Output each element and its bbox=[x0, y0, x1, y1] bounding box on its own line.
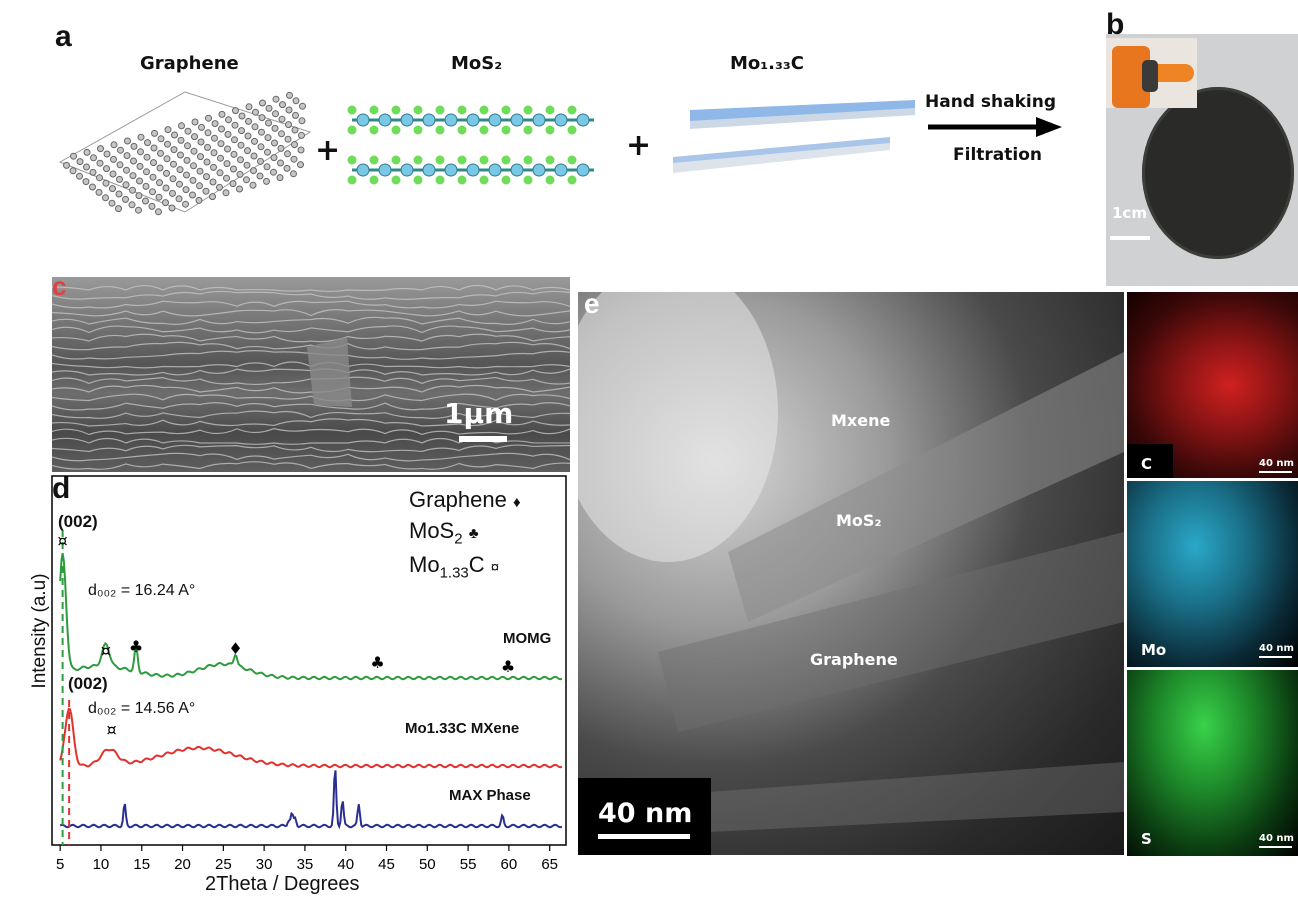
mos2-structure-illustration bbox=[347, 105, 594, 185]
graphene-lattice-illustration bbox=[58, 91, 312, 216]
x-tick-label-0: 5 bbox=[56, 856, 64, 873]
eds-scale-label-mo: 40 nm bbox=[1259, 643, 1294, 654]
x-tick-label-4: 25 bbox=[215, 856, 232, 873]
arrow-label-top: Hand shaking bbox=[925, 92, 1056, 112]
sem-image: c 1µm bbox=[52, 277, 570, 472]
series-label-mxene: Mo1.33C MXene bbox=[405, 720, 520, 737]
panel-d-label: d bbox=[52, 472, 71, 505]
series-label-max: MAX Phase bbox=[449, 787, 531, 804]
xrd-chart: 5 10 15 20 25 30 35 40 45 50 55 60 65 ¤ ¤ ♣ ♦ ♣ ♣ ¤ bbox=[51, 475, 567, 873]
eds-label-mo: Mo bbox=[1141, 641, 1167, 659]
scale-bar-box-e: 40 nm bbox=[578, 778, 711, 855]
eds-map-mo: Mo 40 nm bbox=[1127, 481, 1298, 667]
eds-scale-label-s: 40 nm bbox=[1259, 833, 1294, 844]
tem-label-mos2: MoS₂ bbox=[836, 511, 882, 530]
mxene-title: Mo₁.₃₃C bbox=[730, 53, 804, 74]
legend-item-mos2: MoS2 ♣ bbox=[409, 518, 479, 548]
panel-c-label: c bbox=[52, 277, 67, 301]
x-tick-label-8: 45 bbox=[378, 856, 395, 873]
eds-map-c: C 40 nm bbox=[1127, 292, 1298, 478]
x-tick-label-12: 65 bbox=[541, 856, 558, 873]
series-label-momg: MOMG bbox=[503, 630, 552, 647]
x-tick-label-5: 30 bbox=[256, 856, 273, 873]
plus-sign-1: + bbox=[315, 133, 341, 168]
scale-bar-b bbox=[1110, 236, 1150, 240]
panel-e-label: e bbox=[584, 292, 600, 319]
x-tick-label-7: 40 bbox=[337, 856, 354, 873]
x-tick-label-9: 50 bbox=[419, 856, 436, 873]
x-tick-label-3: 20 bbox=[174, 856, 191, 873]
x-axis-label: 2Theta / Degrees bbox=[205, 873, 360, 895]
plot-frame bbox=[51, 475, 567, 846]
scale-bar-c bbox=[459, 436, 507, 442]
process-arrow-icon bbox=[928, 117, 1062, 137]
x-tick-label-6: 35 bbox=[297, 856, 314, 873]
peak-marker-momg-2: ♣ bbox=[129, 637, 143, 656]
peak-marker-momg-5: ♣ bbox=[501, 657, 515, 676]
scale-bar-label-c: 1µm bbox=[444, 397, 514, 430]
panel-a-label: a bbox=[55, 20, 72, 53]
x-tick-label-11: 60 bbox=[501, 856, 518, 873]
eds-scale-bar-c bbox=[1259, 471, 1292, 473]
d-spacing-momg: d₀₀₂ = 16.24 A° bbox=[88, 582, 196, 599]
panel-b-photo: 1cm bbox=[1106, 34, 1298, 286]
eds-scale-bar-s bbox=[1259, 846, 1292, 848]
series-line-2 bbox=[59, 770, 563, 830]
legend-item-graphene: Graphene ♦ bbox=[409, 487, 521, 512]
graphene-title: Graphene bbox=[140, 53, 239, 74]
peak-label-002-momg: (002) bbox=[58, 512, 98, 531]
peak-marker-momg-1: ¤ bbox=[101, 641, 111, 660]
peak-label-002-mxene: (002) bbox=[68, 674, 108, 693]
arrow-label-bottom: Filtration bbox=[953, 145, 1042, 165]
mxene-sheets-illustration bbox=[673, 100, 915, 173]
eds-scale-label-c: 40 nm bbox=[1259, 458, 1294, 469]
series-line-0 bbox=[59, 552, 563, 681]
peak-marker-momg-4: ♣ bbox=[370, 653, 384, 672]
eds-label-c: C bbox=[1141, 455, 1153, 473]
tem-image: e Mxene MoS₂ Graphene 40 nm bbox=[578, 292, 1124, 855]
peak-marker-momg-3: ♦ bbox=[228, 639, 242, 658]
eds-map-s: S 40 nm bbox=[1127, 670, 1298, 856]
scale-bar-label-e: 40 nm bbox=[598, 798, 693, 829]
panel-b-label: b bbox=[1106, 8, 1125, 41]
x-tick-label-1: 10 bbox=[93, 856, 110, 873]
d-spacing-mxene: d₀₀₂ = 14.56 A° bbox=[88, 700, 196, 717]
plus-sign-2: + bbox=[626, 128, 652, 163]
scale-bar-e bbox=[598, 834, 690, 839]
legend-item-mo133c: Mo1.33C ¤ bbox=[409, 552, 500, 582]
peak-marker-momg-0: ¤ bbox=[58, 531, 68, 550]
eds-label-s: S bbox=[1141, 830, 1152, 848]
x-tick-label-2: 15 bbox=[133, 856, 150, 873]
membrane-disc bbox=[1142, 87, 1294, 259]
peak-marker-mo133cmxene-1: ¤ bbox=[106, 720, 116, 739]
inset-photo bbox=[1106, 38, 1197, 108]
series-line-1 bbox=[59, 708, 563, 769]
eds-scale-bar-mo bbox=[1259, 656, 1292, 658]
mos2-title: MoS₂ bbox=[451, 53, 503, 74]
scale-bar-label-b: 1cm bbox=[1112, 204, 1147, 222]
tem-label-mxene: Mxene bbox=[831, 411, 891, 430]
x-tick-label-10: 55 bbox=[460, 856, 477, 873]
tem-label-graphene: Graphene bbox=[810, 650, 898, 669]
